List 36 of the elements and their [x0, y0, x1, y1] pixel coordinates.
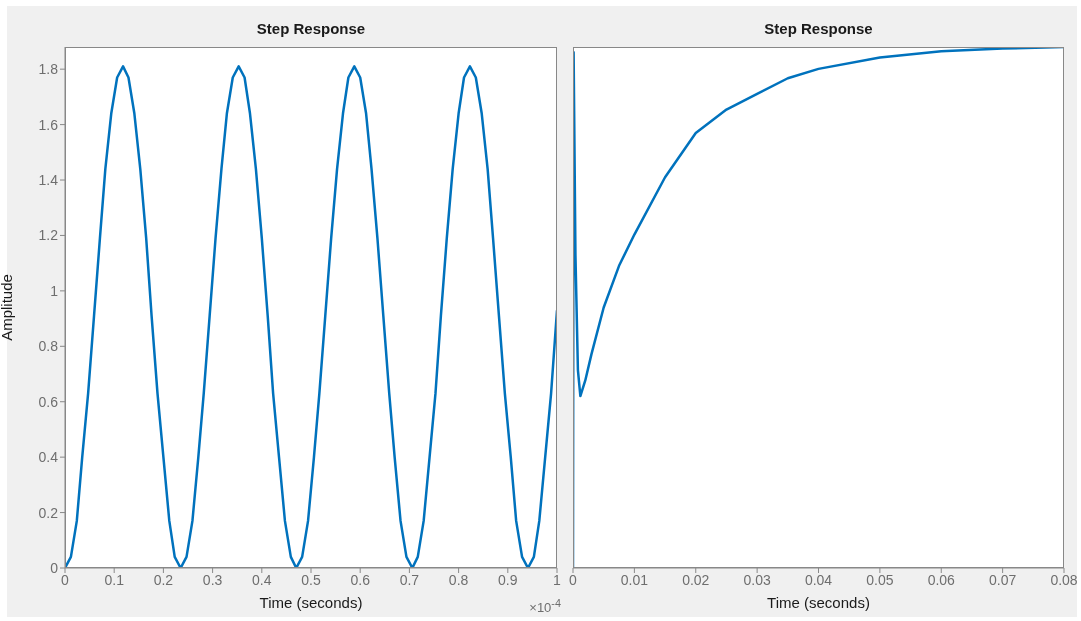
x-tick-label: 0.6: [350, 571, 371, 588]
x-tick-label: 0.5: [301, 571, 321, 588]
y-tick-label: 1.6: [38, 116, 59, 133]
x-tick-label: 0.3: [202, 571, 223, 588]
y-axis-title: Amplitude: [0, 274, 16, 341]
y-tick-label: 1: [50, 282, 59, 299]
y-tick-label: 0.8: [38, 338, 59, 355]
x-axis-title: Time (seconds): [766, 594, 871, 611]
y-tick-label: 0.2: [38, 504, 59, 521]
y-tick-label: 0.6: [38, 393, 59, 410]
x-tick-label: 0.1: [104, 571, 125, 588]
y-tick-label: 1.2: [38, 227, 59, 244]
x-tick-label: 0.7: [399, 571, 420, 588]
text: ×10$^{-4}$: [529, 597, 561, 616]
x-tick-label: 0: [61, 571, 70, 588]
y-tick-label: 1.8: [38, 61, 59, 78]
x-tick-label: 1: [553, 571, 562, 588]
x-tick-label: 0.04: [804, 571, 833, 588]
x-tick-label: 0.06: [927, 571, 956, 588]
x-tick-label: 0.03: [743, 571, 771, 588]
x-tick-label: 0.07: [989, 571, 1017, 588]
x-tick-label: 0.01: [620, 571, 649, 588]
x-tick-label: 0: [569, 571, 578, 588]
y-tick-label: 1.4: [38, 171, 59, 188]
chart-title: Step Response: [763, 20, 874, 37]
x-tick-label: 0.8: [448, 571, 469, 588]
x-tick-label: 0.05: [866, 571, 894, 588]
x-tick-label: 0.2: [153, 571, 174, 588]
x-tick-label: 0.4: [252, 571, 272, 588]
x-axis-title: Time (seconds): [259, 594, 363, 611]
y-tick-label: 0.4: [38, 449, 59, 466]
x-tick-label: 0.08: [1050, 571, 1078, 588]
x-tick-label: 0.9: [498, 571, 518, 588]
chart-title: Step Response: [255, 20, 367, 37]
x-tick-label: 0.02: [682, 571, 710, 588]
y-tick-label: 0: [50, 559, 59, 576]
